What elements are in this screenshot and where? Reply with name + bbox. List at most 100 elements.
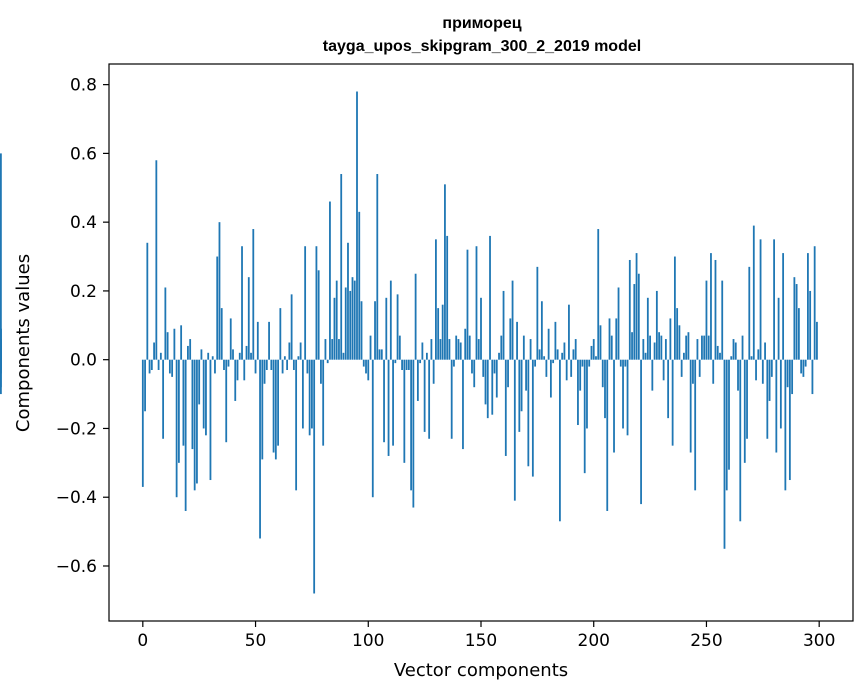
bar [791, 359, 794, 395]
bar [559, 359, 561, 522]
bar [777, 297, 780, 360]
bar [583, 359, 586, 474]
bar [764, 342, 766, 360]
bar [171, 359, 174, 377]
bar [633, 284, 636, 360]
bar [263, 359, 266, 384]
bar [299, 342, 302, 360]
bar [737, 359, 739, 391]
bar [383, 359, 385, 443]
bar [579, 359, 582, 391]
bar [797, 308, 800, 360]
bar [455, 335, 458, 360]
bar [610, 335, 613, 360]
bar [329, 201, 331, 360]
bar [232, 349, 234, 360]
bar [297, 356, 300, 360]
bar [631, 332, 633, 360]
bar [716, 345, 719, 360]
bar [315, 246, 318, 360]
bar [534, 359, 537, 367]
bar [419, 359, 422, 364]
bar [779, 359, 782, 429]
bar [549, 359, 552, 398]
bar [694, 359, 697, 491]
bar [588, 359, 591, 367]
bar [755, 359, 757, 381]
bar [317, 270, 320, 360]
bar [412, 359, 415, 508]
bar [710, 253, 712, 360]
bar [376, 174, 379, 360]
bar [0, 153, 2, 360]
bar [259, 359, 261, 539]
bar [723, 359, 726, 549]
bar [189, 339, 192, 360]
bar [279, 308, 282, 360]
bar [498, 352, 500, 360]
bar [705, 280, 708, 360]
bar [719, 352, 721, 360]
bar [800, 359, 803, 374]
bar [238, 352, 241, 360]
bar [448, 339, 451, 360]
bar [696, 339, 699, 360]
bar [536, 266, 539, 360]
bar [637, 273, 640, 360]
bar [811, 359, 814, 395]
bar [209, 359, 212, 481]
bar [773, 239, 775, 360]
bar [157, 359, 160, 370]
bar [432, 359, 435, 384]
bar [685, 335, 688, 360]
bar [698, 359, 701, 377]
bar [362, 359, 365, 367]
bar [394, 359, 397, 364]
bar [784, 359, 787, 491]
bar [268, 321, 270, 360]
bar [788, 359, 791, 481]
bar [570, 359, 573, 377]
bar [545, 359, 548, 377]
bar [459, 342, 462, 360]
bar [444, 184, 446, 360]
bar [414, 273, 417, 360]
y-tick-label: 0.2 [70, 282, 97, 302]
bar [216, 256, 219, 360]
bar [725, 359, 728, 491]
x-tick-label: 0 [137, 631, 148, 651]
y-axis-label: Components values [13, 254, 34, 432]
bar [741, 335, 744, 360]
bar [770, 359, 773, 377]
bar [795, 284, 798, 360]
bar [177, 359, 180, 463]
bar [513, 359, 516, 501]
bar [538, 349, 541, 360]
bar [642, 339, 645, 360]
bar [775, 359, 778, 453]
bar [311, 359, 313, 429]
bar [687, 332, 690, 360]
bar [241, 246, 243, 360]
bar [728, 359, 730, 470]
bar [387, 359, 390, 456]
bar [527, 359, 530, 467]
bar [223, 359, 225, 370]
bar [306, 359, 309, 374]
bar [703, 335, 706, 360]
bar [624, 359, 627, 367]
bar [272, 359, 275, 453]
bar [164, 287, 167, 360]
bar [743, 359, 746, 463]
bar [595, 356, 597, 360]
bar [766, 359, 769, 439]
bar [184, 359, 187, 511]
bar [480, 297, 482, 360]
bar [563, 342, 566, 360]
bar [153, 342, 155, 360]
bar [0, 328, 2, 360]
bar [326, 359, 329, 364]
bar [509, 318, 512, 360]
